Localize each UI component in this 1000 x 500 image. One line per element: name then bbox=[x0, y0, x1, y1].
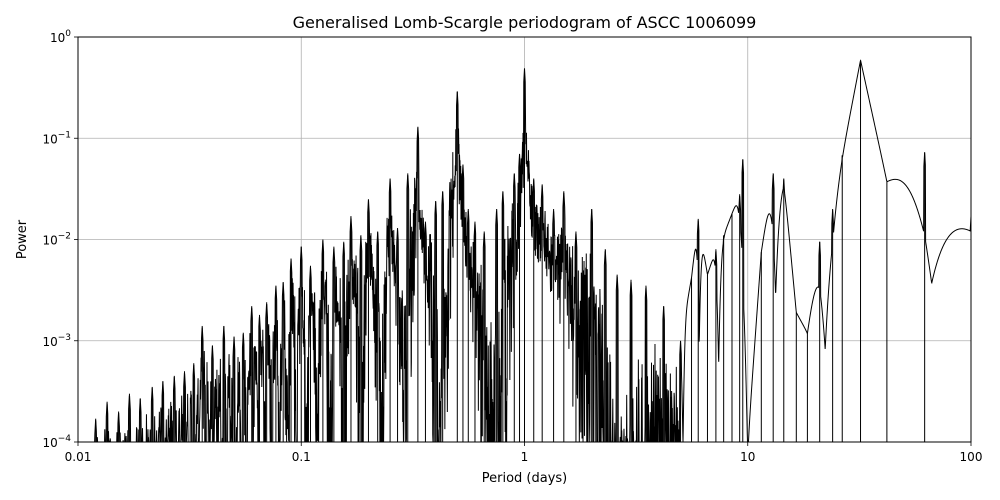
y-tick-label: 10−3 bbox=[42, 333, 71, 349]
x-tick-label: 1 bbox=[521, 450, 529, 464]
y-tick-label: 10−1 bbox=[42, 130, 71, 146]
x-tick-label: 0.01 bbox=[65, 450, 92, 464]
y-tick-label: 10−4 bbox=[42, 434, 71, 450]
y-axis-label: Power bbox=[15, 219, 30, 259]
x-tick-label: 10 bbox=[740, 450, 755, 464]
y-tick-label: 100 bbox=[50, 29, 71, 45]
y-tick-label: 10−2 bbox=[42, 232, 71, 248]
plot-area bbox=[78, 59, 972, 443]
x-tick-label: 0.1 bbox=[292, 450, 311, 464]
chart-title: Generalised Lomb-Scargle periodogram of … bbox=[293, 13, 757, 32]
axis-ticks: 0.01 0.1 1 10 100 10−4 10−3 10−2 10−1 100 bbox=[42, 29, 982, 464]
x-tick-label: 100 bbox=[960, 450, 983, 464]
x-axis-label: Period (days) bbox=[482, 471, 568, 486]
